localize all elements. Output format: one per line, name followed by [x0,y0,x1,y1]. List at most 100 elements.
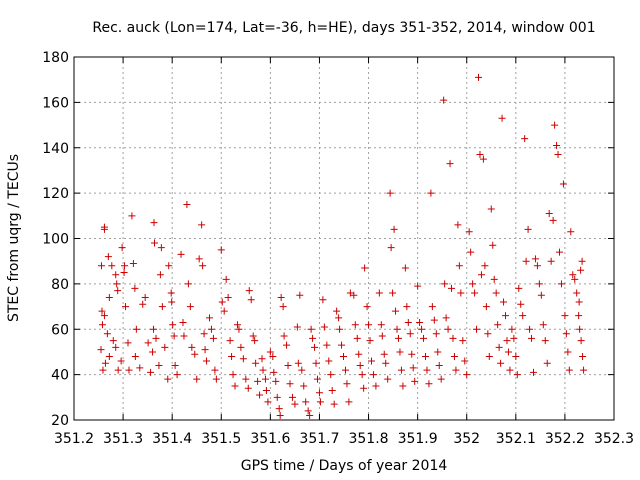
data-point [239,355,247,363]
data-point [249,332,257,340]
data-point [543,359,551,367]
data-point [361,264,369,272]
data-point [276,411,284,419]
data-point [286,380,294,388]
data-point [272,377,280,385]
data-point [565,366,573,374]
data-point [304,407,312,415]
data-point [150,325,158,333]
data-point [495,343,503,351]
data-point [450,352,458,360]
data-point [217,246,225,254]
data-point [421,352,429,360]
data-point [307,325,315,333]
x-tick-label: 352.1 [496,431,536,447]
data-point [569,271,577,279]
data-point [186,303,194,311]
data-point [508,325,516,333]
data-point [459,337,467,345]
y-tick-label: 120 [42,186,69,202]
data-point [517,300,525,308]
data-point [171,362,179,370]
data-point [350,291,358,299]
data-point [333,307,341,315]
data-point [387,244,395,252]
data-point [212,375,220,383]
data-point [144,339,152,347]
data-point [103,330,111,338]
data-point [327,371,335,379]
data-point [108,262,116,270]
data-point [201,346,209,354]
data-point [97,346,105,354]
data-point [228,352,236,360]
x-axis-ticks: 351.2 351.3 351.4 351.5 351.6 351.7 351.8 351.9… [54,57,634,447]
data-point [164,375,172,383]
data-point [109,337,117,345]
data-point [132,325,140,333]
data-point [561,312,569,320]
data-point [553,141,561,149]
data-point [547,257,555,265]
data-point [112,343,120,351]
data-point [338,341,346,349]
data-point [152,334,160,342]
data-point [492,289,500,297]
data-point [203,357,211,365]
data-point [390,225,398,233]
data-point [577,337,585,345]
data-point [284,362,292,370]
data-point [519,312,527,320]
data-point [575,298,583,306]
data-point [365,321,373,329]
data-point [264,398,272,406]
data-point [351,321,359,329]
y-tick-label: 160 [42,95,69,111]
data-point [489,241,497,249]
data-point [104,253,112,261]
y-axis-label: STEC from uqrg / TECUs [6,154,22,322]
data-point [457,289,465,297]
data-point [173,371,181,379]
data-point [188,343,196,351]
data-point [298,366,306,374]
data-point [124,339,132,347]
data-point [283,341,291,349]
data-point [343,380,351,388]
data-point [184,280,192,288]
data-point [355,350,363,358]
data-point [512,352,520,360]
data-point [528,334,536,342]
data-point [306,411,314,419]
data-point [273,393,281,401]
data-point [218,298,226,306]
data-point [177,250,185,258]
data-point [580,366,588,374]
data-point [545,210,553,218]
data-point [200,330,208,338]
data-point [220,307,228,315]
data-point [475,73,483,81]
data-point [330,400,338,408]
data-point [416,318,424,326]
data-point [157,244,165,252]
x-tick-label: 352.3 [594,431,634,447]
y-tick-label: 80 [51,277,69,293]
data-point [325,357,333,365]
data-point [389,289,397,297]
data-point [266,348,274,356]
data-point [434,348,442,356]
data-point [300,382,308,390]
data-point [579,352,587,360]
data-point [513,371,521,379]
data-point [336,325,344,333]
data-point [224,293,232,301]
data-point [309,334,317,342]
data-point [551,121,559,129]
data-point [502,312,510,320]
data-point [320,323,328,331]
data-point [335,314,343,322]
data-point [479,155,487,163]
data-point [161,343,169,351]
data-point [261,375,269,383]
